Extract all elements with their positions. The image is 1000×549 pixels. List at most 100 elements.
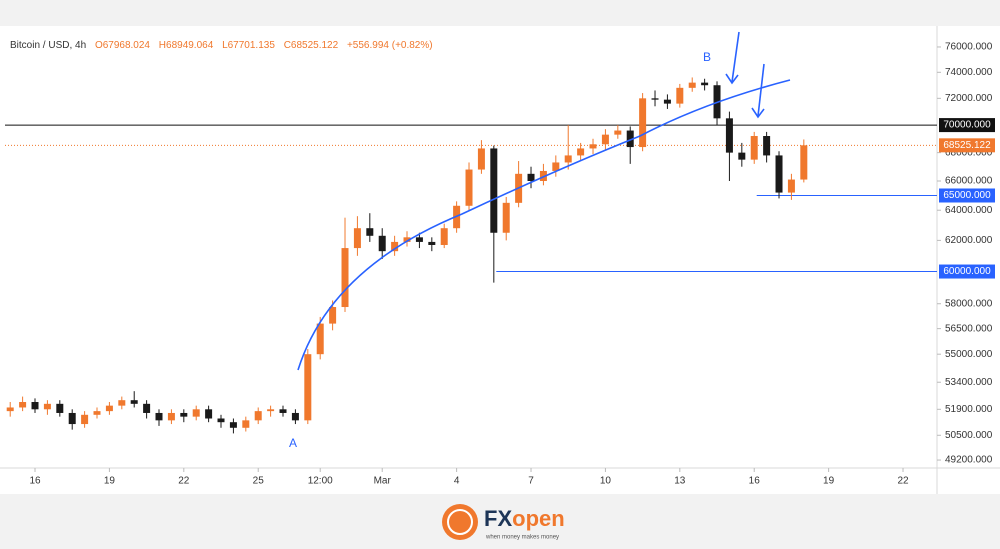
candle-body xyxy=(725,118,733,153)
ohlc-open: O67968.024 xyxy=(95,40,150,51)
y-tick-label: 76000.000 xyxy=(945,42,993,53)
candle-body xyxy=(43,403,51,410)
candle-body xyxy=(291,412,299,421)
y-tick-label: 56500.000 xyxy=(945,323,993,334)
candle-body xyxy=(502,202,510,233)
x-tick-label: 19 xyxy=(104,476,116,487)
level-tag xyxy=(939,188,995,203)
x-tick-label: 25 xyxy=(253,476,265,487)
candle-body xyxy=(378,235,386,252)
last-price-tag xyxy=(939,138,995,153)
tagline: when money makes money xyxy=(485,535,559,541)
candle-body xyxy=(167,412,175,421)
x-tick-label: 4 xyxy=(454,476,460,487)
level-tag xyxy=(939,118,995,133)
candle-body xyxy=(267,409,275,412)
y-tick-label: 66000.000 xyxy=(945,176,993,187)
candle-body xyxy=(403,237,411,242)
candle-body xyxy=(564,155,572,163)
candle-body xyxy=(787,179,795,193)
candle-body xyxy=(589,144,597,149)
y-tick-label: 62000.000 xyxy=(945,235,993,246)
y-tick-label: 53400.000 xyxy=(945,377,993,388)
y-tick-label: 64000.000 xyxy=(945,205,993,216)
y-tick-label: 50500.000 xyxy=(945,430,993,441)
x-tick-label: 19 xyxy=(823,476,835,487)
candle-body xyxy=(341,248,349,308)
x-tick-label: Mar xyxy=(374,476,392,487)
candle-body xyxy=(465,169,473,206)
candle-body xyxy=(81,414,89,425)
ohlc-close: C68525.122 xyxy=(284,40,339,51)
y-tick-label: 55000.000 xyxy=(945,349,993,360)
candle-body xyxy=(254,411,262,421)
candle-body xyxy=(626,130,634,148)
candle-body xyxy=(217,418,225,423)
x-tick-label: 16 xyxy=(749,476,761,487)
candle-body xyxy=(800,145,808,180)
brand-left: FX xyxy=(484,506,512,531)
annotation: B xyxy=(703,50,711,64)
candle-body xyxy=(242,420,250,428)
annotation: A xyxy=(289,436,297,450)
x-tick-label: 13 xyxy=(674,476,686,487)
y-tick-label: 51900.000 xyxy=(945,404,993,415)
logo-emblem-ring xyxy=(447,509,473,535)
candle-body xyxy=(440,228,448,245)
candle-body xyxy=(316,323,324,355)
candle-body xyxy=(155,412,163,421)
candle-body xyxy=(6,407,14,412)
footer-logo: FXopen when money makes money xyxy=(442,504,565,541)
x-tick-label: 22 xyxy=(897,476,909,487)
y-tick-label: 68000.000 xyxy=(945,147,993,158)
candle-body xyxy=(279,409,287,413)
brand-right: open xyxy=(512,506,565,531)
levels xyxy=(5,124,937,273)
candle-body xyxy=(130,400,138,404)
x-tick-label: 22 xyxy=(178,476,190,487)
x-tick-label: 12:00 xyxy=(308,476,333,487)
candle-body xyxy=(180,412,188,417)
y-tick-label: 58000.000 xyxy=(945,298,993,309)
chart-header: Bitcoin / USD, 4h O67968.024 H68949.064 … xyxy=(10,40,433,51)
arrow-head xyxy=(725,73,739,85)
chart-title: Bitcoin / USD, 4h xyxy=(10,40,86,51)
candle-body xyxy=(775,155,783,193)
candle-body xyxy=(763,136,771,156)
candle-body xyxy=(688,82,696,88)
candle-body xyxy=(750,136,758,160)
candle-body xyxy=(428,241,436,245)
candle-body xyxy=(143,403,151,413)
candle-body xyxy=(31,402,39,410)
candle-body xyxy=(676,87,684,104)
trend-curve xyxy=(297,79,791,371)
candle-body xyxy=(329,307,337,324)
candle-body xyxy=(19,402,27,408)
candle-body xyxy=(192,409,200,417)
candle-body xyxy=(577,148,585,156)
y-tick-label: 72000.000 xyxy=(945,93,993,104)
candle-body xyxy=(701,82,709,86)
level-tag-label: 60000.000 xyxy=(943,266,991,277)
level-tag-label: 65000.000 xyxy=(943,190,991,201)
candle-body xyxy=(639,98,647,148)
candle-body xyxy=(391,241,399,252)
candle-body xyxy=(738,152,746,160)
candle-body xyxy=(552,162,560,171)
arrows xyxy=(725,31,765,119)
candle-body xyxy=(93,411,101,415)
ohlc-change: +556.994 (+0.82%) xyxy=(347,40,433,51)
arrow-head xyxy=(751,107,765,119)
candle-body xyxy=(477,148,485,170)
candle-body xyxy=(527,173,535,181)
x-tick-label: 7 xyxy=(528,476,534,487)
candle-body xyxy=(651,98,659,100)
candle-body xyxy=(56,403,64,413)
y-tick-label: 49200.000 xyxy=(945,455,993,466)
candle-body xyxy=(490,148,498,233)
level-tag xyxy=(939,264,995,279)
candle-body xyxy=(353,228,361,249)
last-price-label: 68525.122 xyxy=(943,140,991,151)
ohlc-high: H68949.064 xyxy=(159,40,214,51)
